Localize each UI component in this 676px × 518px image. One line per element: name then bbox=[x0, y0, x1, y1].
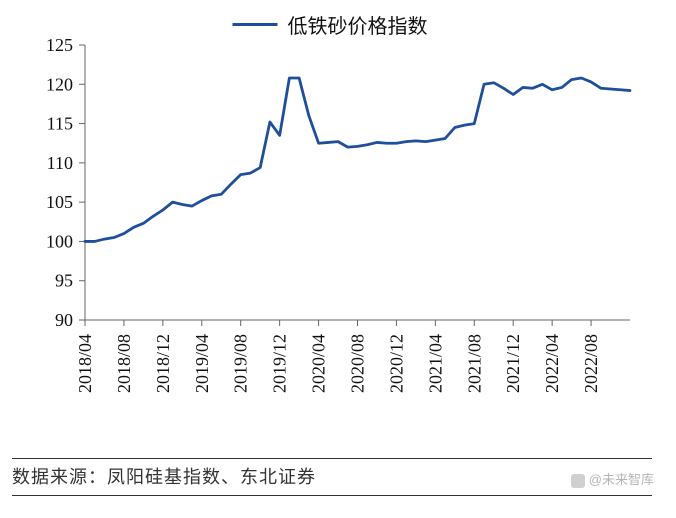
svg-text:110: 110 bbox=[47, 153, 73, 173]
svg-text:2020/12: 2020/12 bbox=[386, 334, 406, 393]
svg-text:2018/04: 2018/04 bbox=[75, 334, 95, 393]
svg-text:2021/12: 2021/12 bbox=[503, 334, 523, 393]
svg-text:2019/08: 2019/08 bbox=[231, 334, 251, 393]
svg-text:2018/08: 2018/08 bbox=[114, 334, 134, 393]
watermark-icon bbox=[571, 474, 585, 488]
data-source-label: 数据来源：凤阳硅基指数、东北证券 bbox=[12, 467, 316, 487]
svg-text:2022/04: 2022/04 bbox=[542, 334, 562, 393]
svg-text:2020/08: 2020/08 bbox=[348, 334, 368, 393]
svg-text:90: 90 bbox=[55, 310, 73, 330]
chart-container: 低铁砂价格指数 90 95 100 105 110 115 120 125 2018/04 201… bbox=[20, 10, 640, 430]
svg-text:115: 115 bbox=[47, 114, 73, 134]
svg-text:2022/08: 2022/08 bbox=[581, 334, 601, 393]
svg-text:105: 105 bbox=[46, 192, 73, 212]
svg-text:2018/12: 2018/12 bbox=[153, 334, 173, 393]
watermark: @未来智库 bbox=[571, 469, 654, 488]
svg-text:2020/04: 2020/04 bbox=[309, 334, 329, 393]
svg-text:2021/04: 2021/04 bbox=[425, 334, 445, 393]
svg-text:100: 100 bbox=[46, 231, 73, 251]
chart-legend: 低铁砂价格指数 bbox=[233, 10, 428, 39]
line-chart: 90 95 100 105 110 115 120 125 2018/04 2018/08 2018… bbox=[20, 10, 640, 430]
legend-label: 低铁砂价格指数 bbox=[288, 10, 428, 39]
svg-text:2021/08: 2021/08 bbox=[464, 334, 484, 393]
svg-text:120: 120 bbox=[46, 74, 73, 94]
watermark-text: @未来智库 bbox=[589, 472, 654, 487]
svg-text:2019/04: 2019/04 bbox=[192, 334, 212, 393]
data-source-footer: 数据来源：凤阳硅基指数、东北证券 bbox=[12, 458, 652, 496]
svg-text:125: 125 bbox=[46, 35, 73, 55]
svg-text:95: 95 bbox=[55, 271, 73, 291]
legend-swatch bbox=[233, 23, 278, 26]
svg-text:2019/12: 2019/12 bbox=[270, 334, 290, 393]
